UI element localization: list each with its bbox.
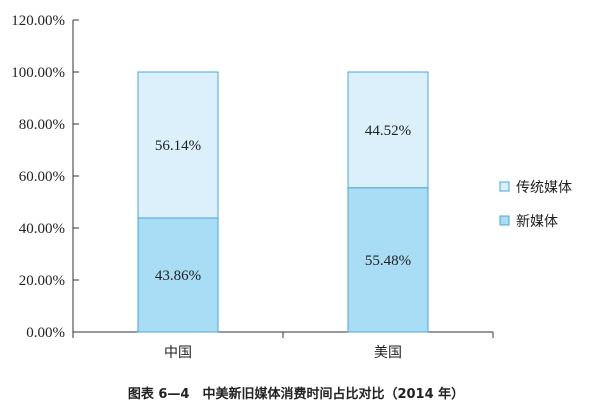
bar-data-label: 43.86% xyxy=(155,268,201,284)
y-tick-label: 120.00% xyxy=(11,13,65,29)
bars xyxy=(137,71,429,333)
bar-segment xyxy=(137,71,219,219)
legend-swatch xyxy=(499,215,510,226)
bar-segment xyxy=(137,217,219,333)
figure-caption: 图表 6—4 中美新旧媒体消费时间占比对比（2014 年） xyxy=(128,386,464,402)
y-axis: 0.00% 20.00% 40.00% 60.00% 80.00% 100.00% 120.… xyxy=(11,13,79,341)
x-axis: 中国 美国 xyxy=(72,331,494,361)
bar-segment xyxy=(347,71,429,189)
bar-data-label: 44.52% xyxy=(365,123,411,139)
bar-data-label: 55.48% xyxy=(365,253,411,269)
y-tick-label: 100.00% xyxy=(11,65,65,81)
y-tick-label: 80.00% xyxy=(19,117,65,133)
legend-swatch xyxy=(499,181,510,192)
x-category-label: 中国 xyxy=(164,345,192,361)
legend-label: 新媒体 xyxy=(516,214,558,230)
bar-data-label: 56.14% xyxy=(155,138,201,154)
y-tick-label: 20.00% xyxy=(19,273,65,289)
y-tick-label: 60.00% xyxy=(19,169,65,185)
y-tick-label: 40.00% xyxy=(19,221,65,237)
legend-label: 传统媒体 xyxy=(516,180,572,196)
bar-data-labels: 43.86% 56.14% 55.48% 44.52% xyxy=(155,123,411,284)
x-category-label: 美国 xyxy=(374,345,402,361)
y-tick-label: 0.00% xyxy=(26,325,65,341)
